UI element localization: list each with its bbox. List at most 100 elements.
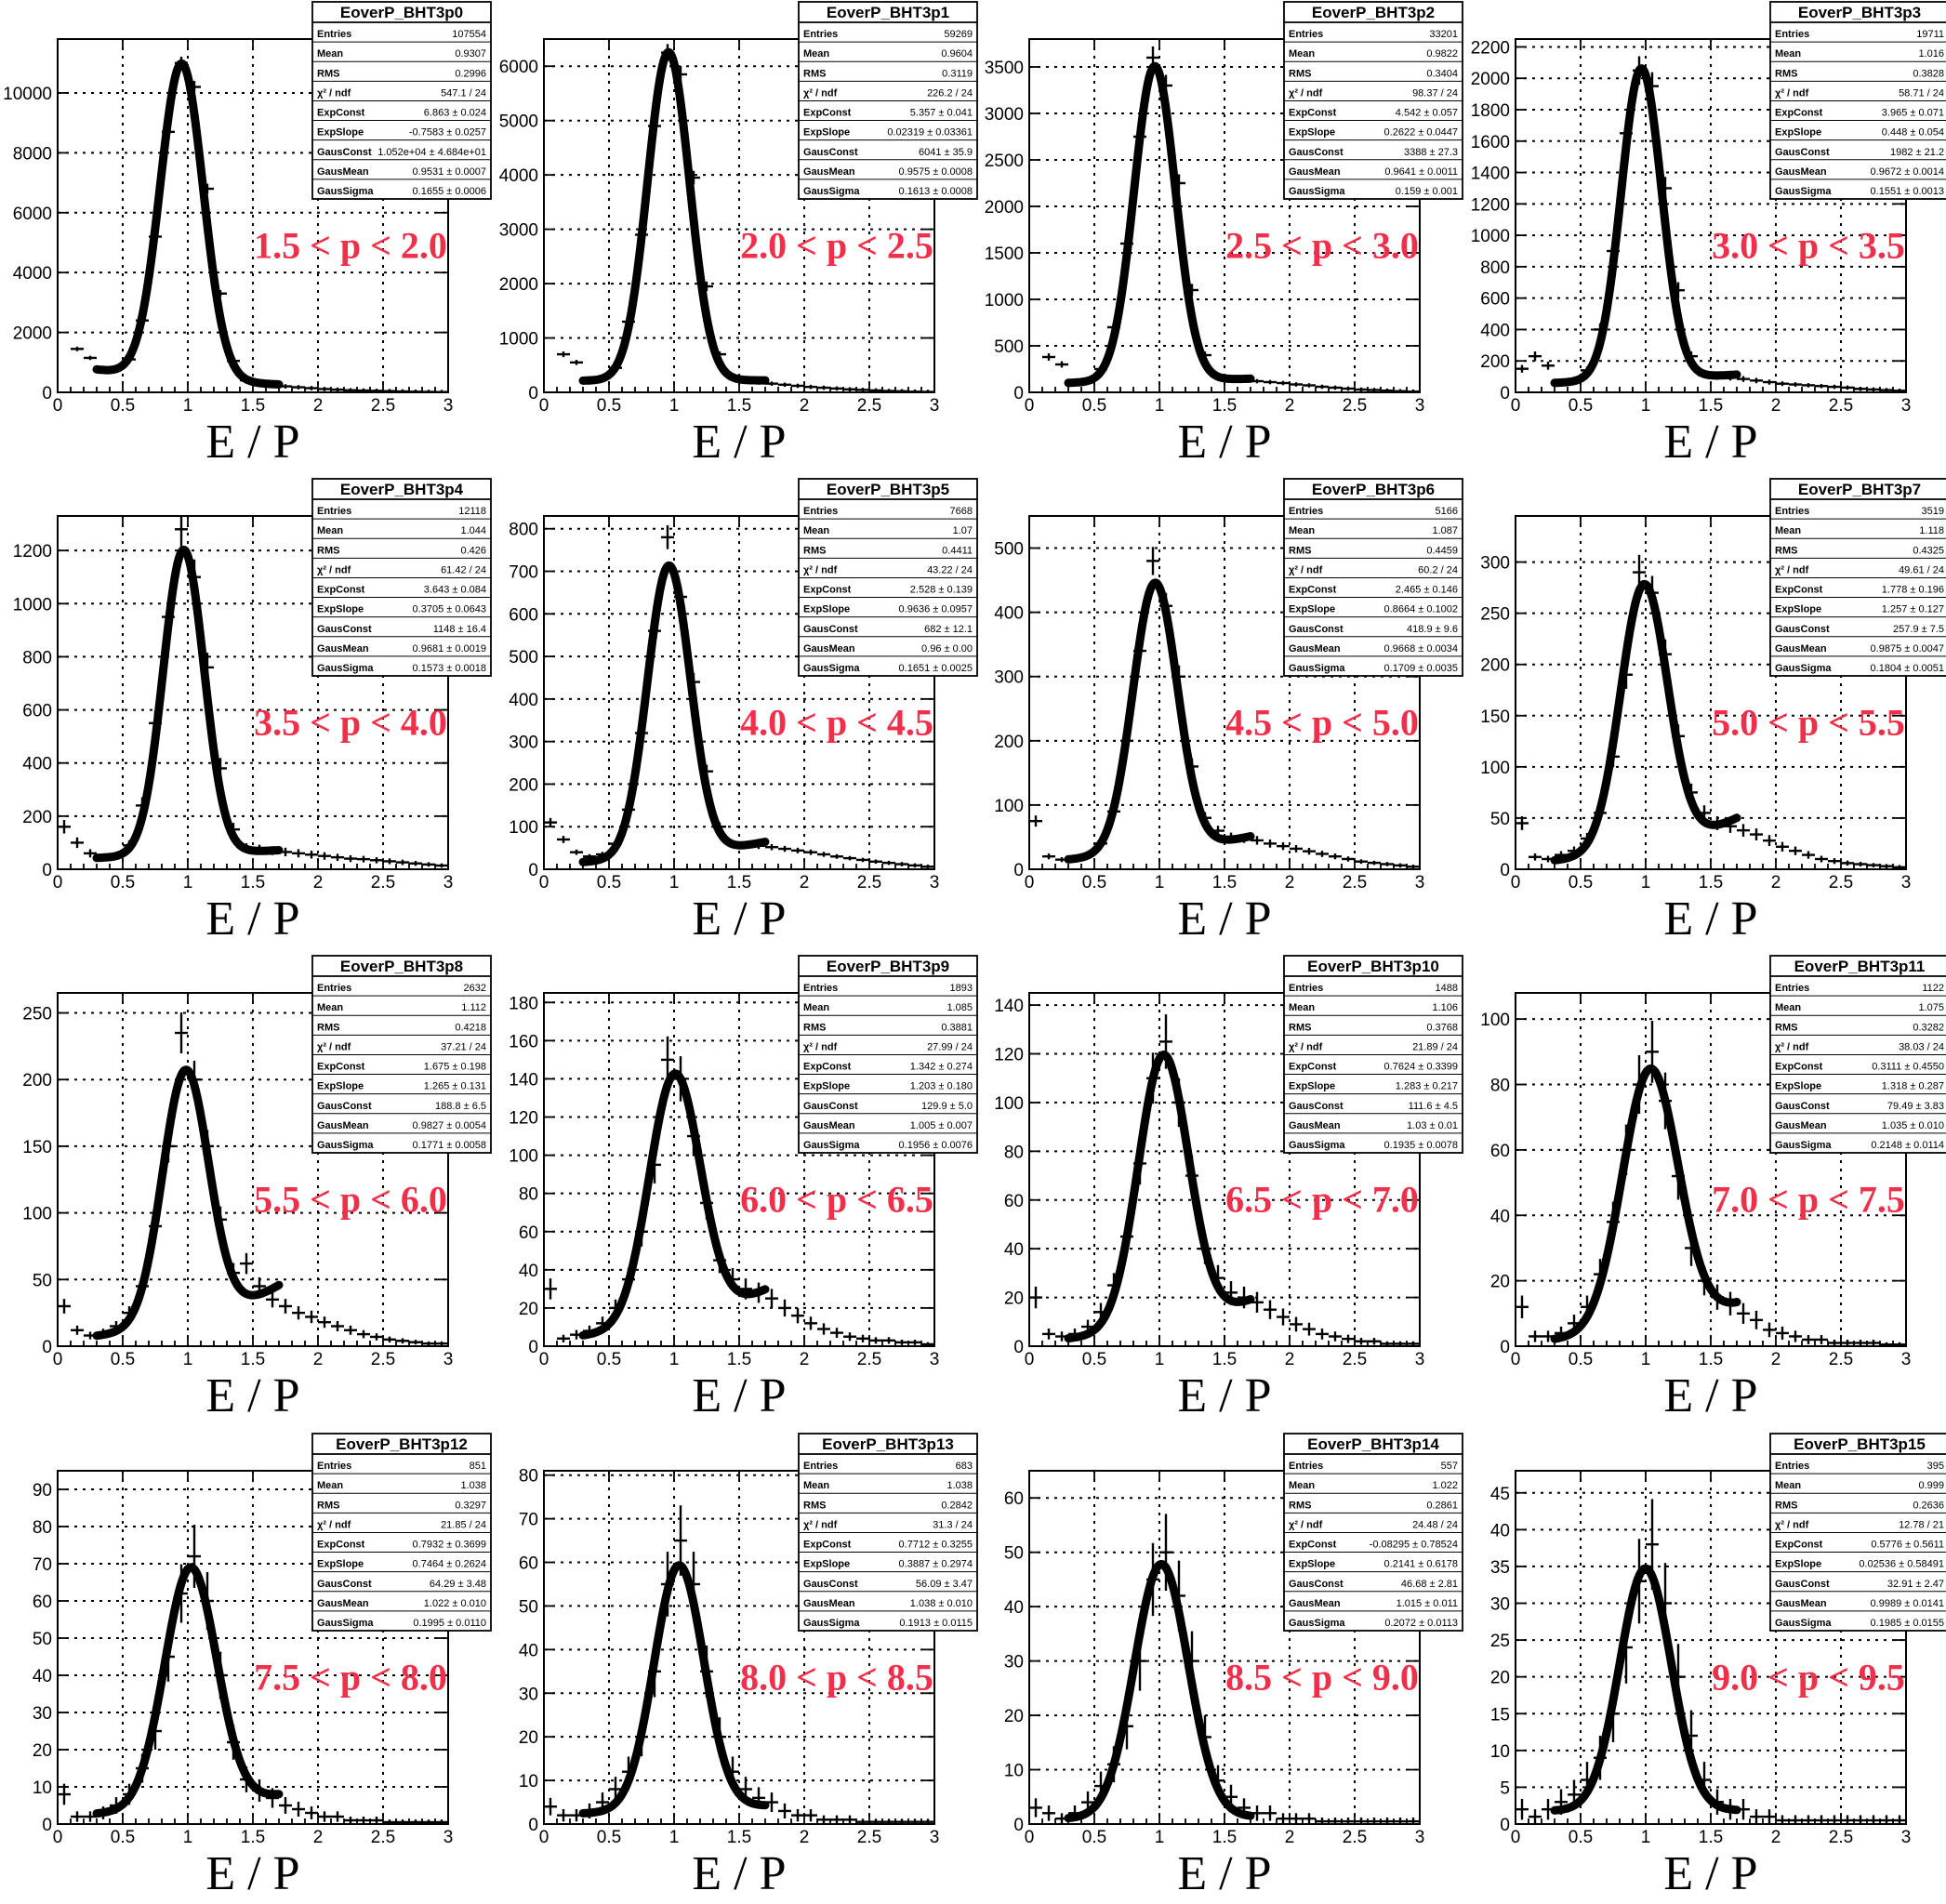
stats-key: GausSigma	[1775, 186, 1832, 197]
y-tick-label: 100	[994, 797, 1024, 816]
plot-frame	[543, 1470, 935, 1825]
y-tick-label: 600	[1480, 290, 1510, 310]
stats-key: GausMean	[1289, 643, 1341, 654]
stats-key: GausSigma	[1775, 1140, 1832, 1151]
y-tick-label: 0	[42, 861, 52, 880]
stats-key: GausConst	[803, 624, 858, 635]
stats-key: Mean	[317, 1002, 343, 1013]
momentum-range-label: 4.5 < p < 5.0	[1225, 702, 1419, 744]
stats-key: RMS	[1289, 1022, 1311, 1033]
x-tick-label: 0.5	[597, 873, 621, 892]
plot-frame	[57, 1470, 449, 1825]
stats-box: EoverP_BHT3p10 Entries 1488 Mean 1.106 RMS 0.3…	[1283, 955, 1463, 1154]
y-tick-label: 1800	[1471, 101, 1510, 121]
stats-box: EoverP_BHT3p6 Entries 5166 Mean 1.087 RMS 0.44…	[1283, 478, 1463, 677]
x-axis-title: E / P	[692, 1847, 786, 1900]
stats-value: 1.005 ± 0.007	[910, 1120, 973, 1131]
x-tick-label: 0.5	[1569, 1350, 1593, 1369]
y-tick-label: 1500	[985, 245, 1024, 264]
stats-value: 683	[956, 1461, 973, 1472]
stats-value: 0.1913 ± 0.0115	[899, 1618, 973, 1629]
stats-key: GausMean	[317, 643, 369, 654]
momentum-range-label: 7.5 < p < 8.0	[254, 1657, 447, 1699]
stats-value: 129.9 ± 5.0	[921, 1101, 973, 1112]
x-tick-label: 0.5	[597, 396, 621, 416]
stats-key: ExpConst	[317, 585, 365, 596]
y-tick-label: 10000	[3, 85, 52, 104]
x-tick-label: 1.5	[1699, 396, 1723, 416]
y-tick-label: 70	[519, 1511, 538, 1530]
y-tick-label: 200	[509, 775, 538, 795]
stats-value: 1.257 ± 0.127	[1882, 604, 1944, 615]
y-tick-label: 4000	[499, 166, 538, 186]
x-tick-label: 2	[313, 1350, 324, 1369]
stats-key: ExpConst	[1775, 1062, 1823, 1073]
y-tick-label: 120	[994, 1046, 1024, 1065]
stats-value: 0.3404	[1426, 68, 1458, 79]
stats-box: EoverP_BHT3p0 Entries 107554 Mean 0.9307 RMS 0…	[311, 1, 492, 200]
histogram-title: EoverP_BHT3p13	[822, 1435, 954, 1453]
stats-key: ExpConst	[803, 108, 852, 119]
y-tick-label: 60	[1004, 1192, 1024, 1211]
stats-value: 0.02319 ± 0.03361	[887, 127, 973, 139]
stats-key: χ² / ndf	[1775, 1519, 1809, 1530]
y-tick-label: 80	[1004, 1143, 1024, 1162]
stats-value: 1.016	[1918, 48, 1944, 60]
plot-frame	[57, 992, 449, 1347]
x-tick-label: 1	[669, 1828, 680, 1847]
x-tick-label: 0	[539, 396, 549, 416]
y-tick-label: 400	[22, 755, 52, 774]
x-axis-title: E / P	[1177, 892, 1271, 945]
y-tick-label: 140	[994, 997, 1024, 1016]
momentum-range-label: 5.5 < p < 6.0	[254, 1179, 447, 1221]
y-tick-label: 20	[1490, 1669, 1510, 1688]
stats-value: 7668	[950, 506, 973, 517]
x-axis-title: E / P	[205, 1369, 299, 1422]
y-tick-label: 10	[519, 1772, 538, 1792]
momentum-range-label: 4.0 < p < 4.5	[740, 702, 933, 744]
stats-value: 0.9822	[1426, 48, 1458, 60]
plot-frame	[1515, 992, 1907, 1347]
y-tick-label: 3500	[985, 59, 1024, 78]
y-tick-label: 5	[1500, 1778, 1510, 1798]
y-tick-label: 0	[528, 384, 538, 403]
stats-value: 19711	[1916, 29, 1944, 40]
stats-key: GausMean	[317, 166, 369, 178]
stats-value: 226.2 / 24	[927, 87, 973, 99]
stats-key: Mean	[1289, 1002, 1315, 1013]
stats-value: 0.448 ± 0.054	[1882, 127, 1944, 139]
stats-value: 0.4411	[942, 545, 973, 556]
stats-key: GausSigma	[1289, 1140, 1345, 1151]
stats-value: 1.015 ± 0.011	[1397, 1598, 1458, 1609]
x-tick-label: 3	[443, 1350, 454, 1369]
x-axis-title: E / P	[1177, 1847, 1271, 1900]
stats-value: 395	[1927, 1461, 1944, 1472]
x-tick-label: 2	[1771, 1350, 1781, 1369]
stats-value: 0.4218	[455, 1022, 486, 1033]
stats-value: 0.2148 ± 0.0114	[1871, 1140, 1944, 1151]
stats-key: RMS	[317, 545, 339, 556]
stats-key: ExpSlope	[1289, 127, 1335, 139]
y-tick-label: 35	[1490, 1558, 1510, 1578]
x-tick-label: 3	[1901, 1828, 1912, 1847]
y-tick-label: 30	[1004, 1653, 1024, 1673]
stats-key: Entries	[1289, 983, 1323, 994]
stats-key: ExpConst	[803, 1062, 852, 1073]
x-tick-label: 0.5	[1082, 873, 1106, 892]
x-tick-label: 1.5	[1212, 1828, 1237, 1847]
x-tick-label: 0	[1511, 1828, 1521, 1847]
x-tick-label: 1.5	[1699, 1828, 1723, 1847]
x-tick-label: 1.5	[241, 396, 265, 416]
y-tick-label: 2000	[13, 324, 52, 344]
stats-value: 0.1655 ± 0.0006	[413, 186, 486, 197]
x-tick-label: 3	[930, 396, 940, 416]
y-tick-label: 60	[1490, 1142, 1510, 1161]
stats-value: 0.1771 ± 0.0058	[413, 1140, 486, 1151]
stats-key: GausMean	[1775, 1120, 1827, 1131]
x-axis-title: E / P	[692, 1369, 786, 1422]
stats-value: 0.9672 ± 0.0014	[1871, 166, 1944, 178]
x-tick-label: 1	[669, 873, 680, 892]
